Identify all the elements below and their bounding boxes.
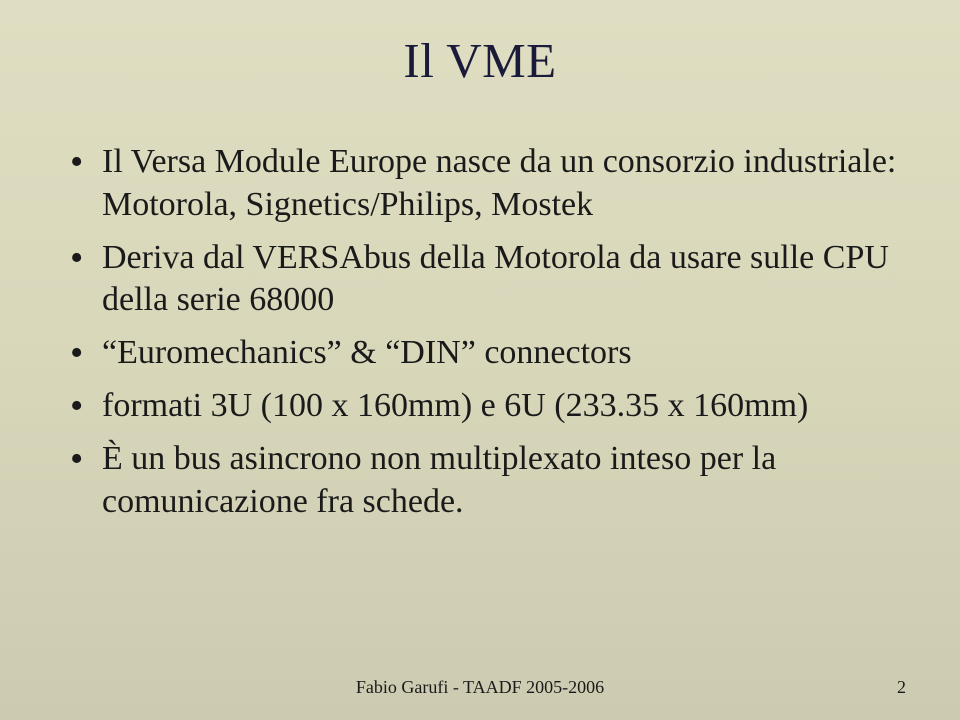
bullet-item: È un bus asincrono non multiplexato inte…	[66, 438, 902, 524]
footer-text: Fabio Garufi - TAADF 2005-2006	[0, 677, 960, 698]
bullet-item: “Euromechanics” & “DIN” connectors	[66, 332, 902, 375]
bullet-list: Il Versa Module Europe nasce da un conso…	[58, 141, 902, 524]
bullet-item: formati 3U (100 x 160mm) e 6U (233.35 x …	[66, 385, 902, 428]
slide: Il VME Il Versa Module Europe nasce da u…	[0, 0, 960, 720]
slide-title: Il VME	[58, 32, 902, 89]
bullet-item: Il Versa Module Europe nasce da un conso…	[66, 141, 902, 227]
bullet-item: Deriva dal VERSAbus della Motorola da us…	[66, 237, 902, 323]
page-number: 2	[897, 677, 906, 698]
